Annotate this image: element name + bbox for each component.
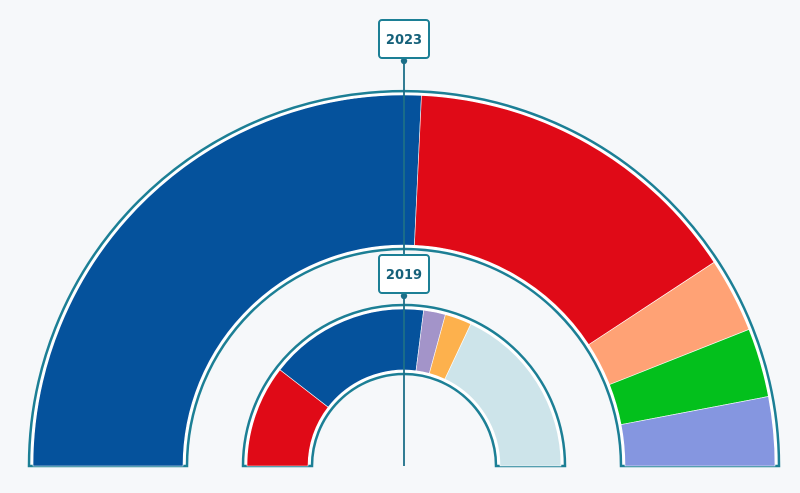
year-label-box: [378, 254, 430, 294]
year-label-box: [378, 19, 430, 59]
year-label-2019: 2019: [386, 268, 422, 283]
slice-2023-1[interactable]: [32, 94, 422, 467]
ring-2019: [241, 303, 567, 468]
slice-2023-2[interactable]: [414, 95, 715, 346]
slice-2019-5[interactable]: [444, 323, 562, 467]
ring-2023: [27, 89, 781, 468]
marker-dot: [400, 57, 408, 65]
year-label-2023: 2023: [386, 33, 422, 48]
slice-2023-5[interactable]: [620, 396, 776, 467]
marker-dot: [400, 292, 408, 300]
